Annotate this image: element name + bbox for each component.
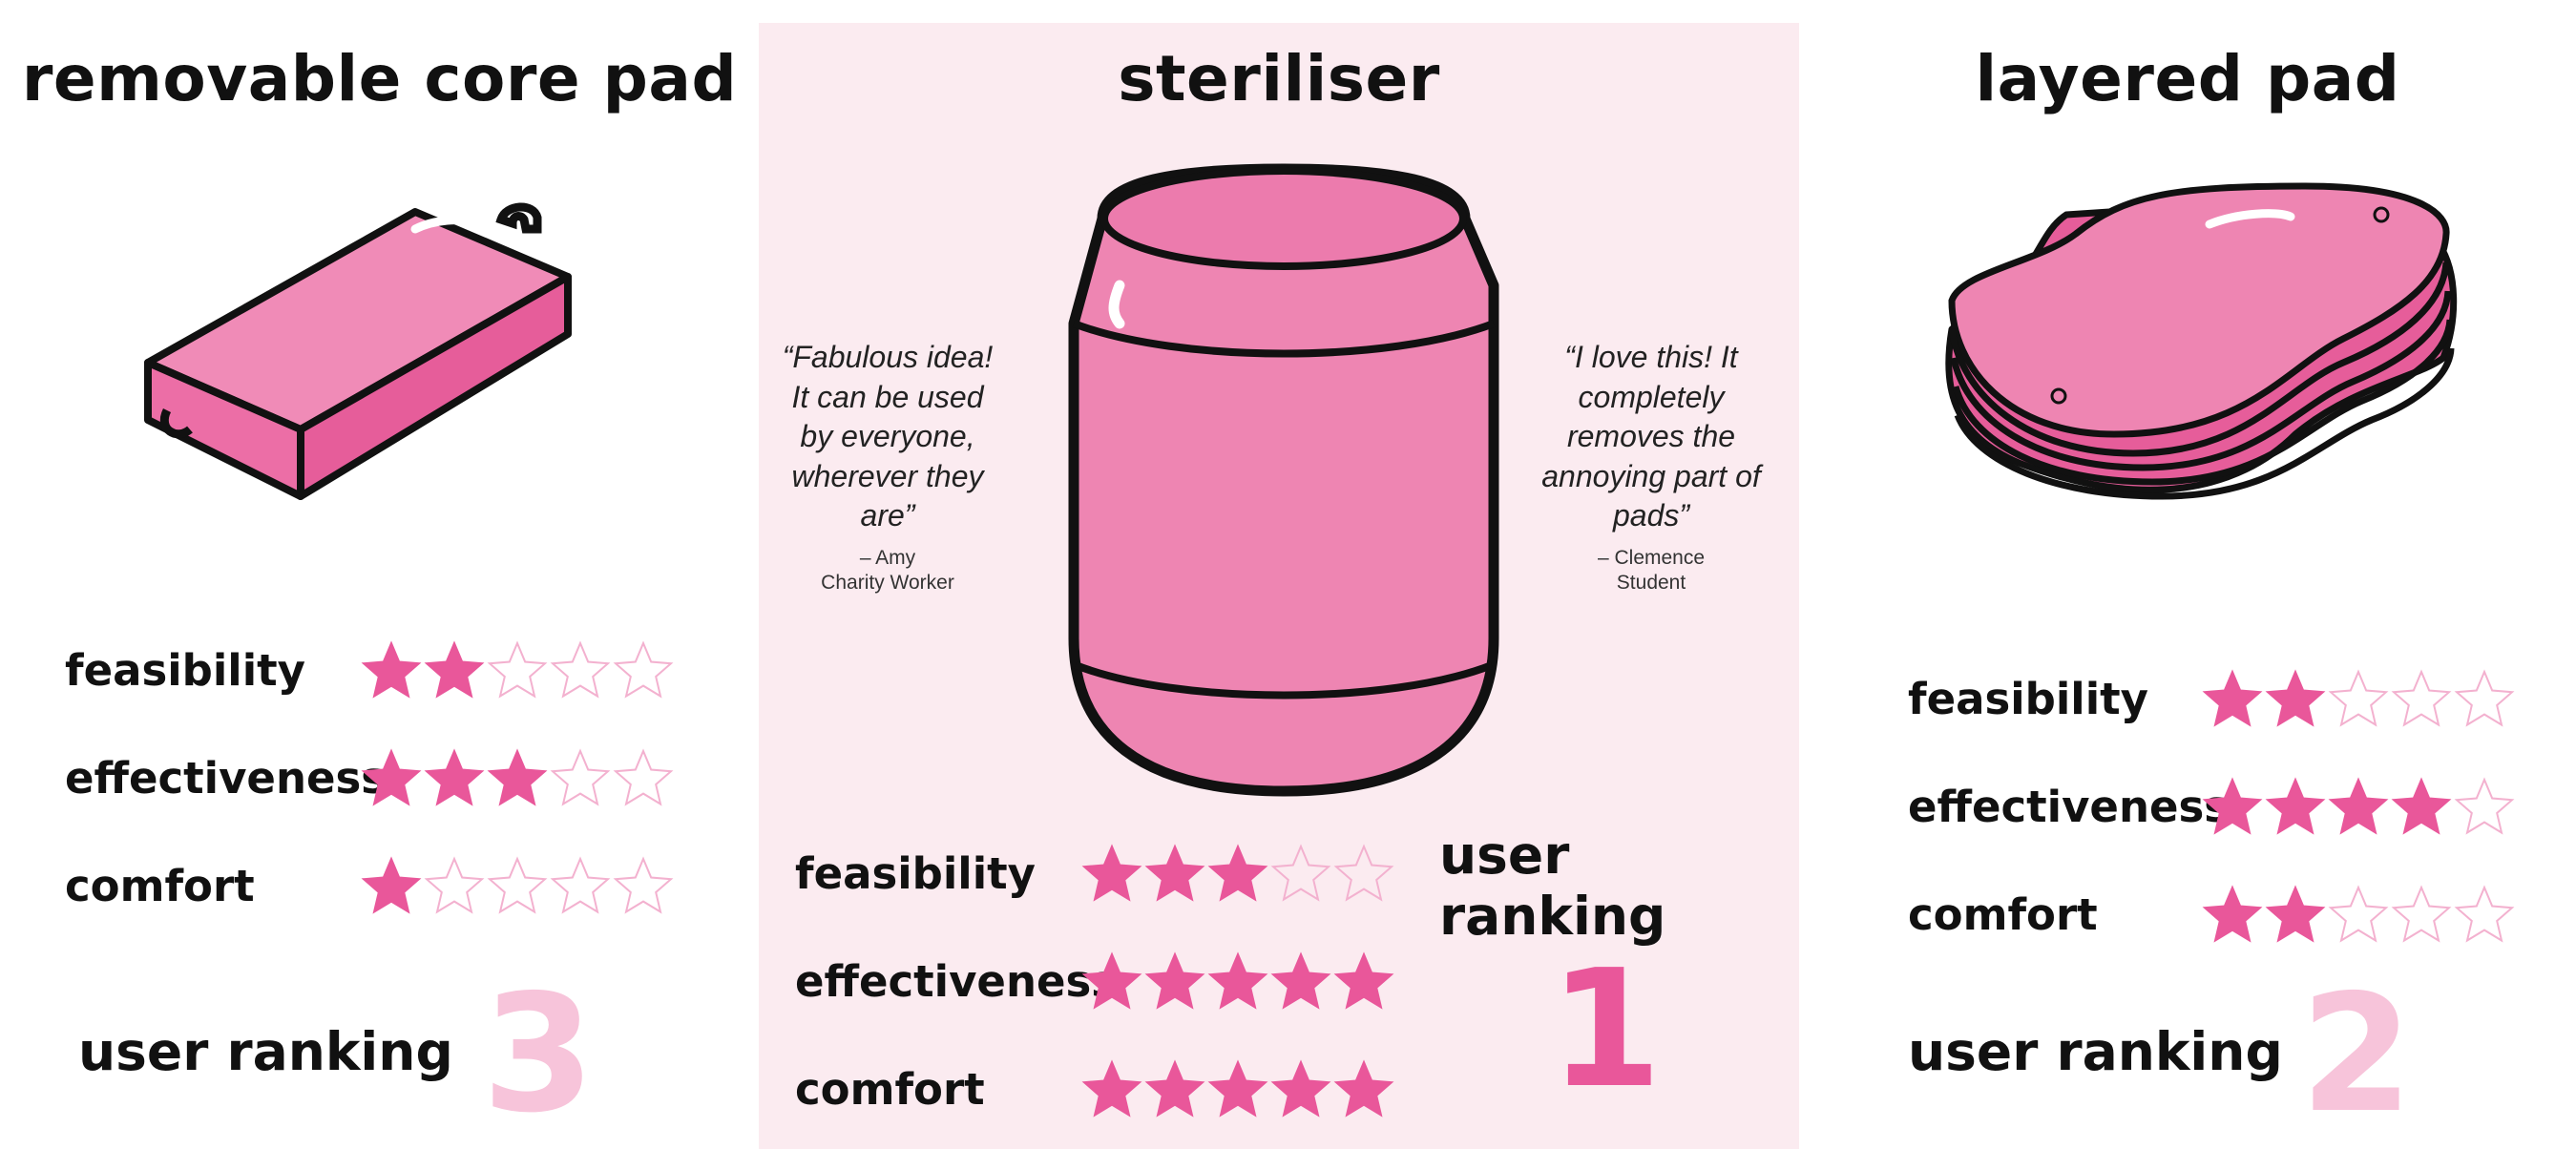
user-ranking-value: 2 (2300, 960, 2414, 1149)
star-empty-icon (2328, 669, 2389, 727)
star-empty-icon (2328, 885, 2389, 943)
quote-author: – Amy Charity Worker (778, 546, 997, 596)
quote-author-role: Charity Worker (821, 572, 954, 595)
rating-label: effectiveness (1908, 781, 2230, 832)
star-rating (361, 747, 674, 808)
star-filled-icon (1081, 844, 1142, 902)
star-empty-icon (487, 856, 548, 914)
quote-text: “I love this! It completely removes the … (1541, 340, 1761, 533)
rating-row-effectiveness: effectiveness (65, 747, 674, 808)
rating-row-effectiveness: effectiveness (795, 951, 1394, 1012)
star-empty-icon (613, 640, 674, 699)
rating-label: comfort (1908, 888, 2098, 940)
star-empty-icon (613, 748, 674, 806)
rating-row-feasibility: feasibility (1908, 668, 2515, 729)
star-filled-icon (2328, 777, 2389, 835)
star-empty-icon (550, 748, 611, 806)
star-rating (1081, 951, 1394, 1012)
star-empty-icon (1333, 844, 1394, 902)
star-rating (2202, 884, 2515, 945)
steriliser-icon (1068, 163, 1499, 797)
star-filled-icon (1333, 951, 1394, 1010)
star-filled-icon (1144, 951, 1205, 1010)
star-empty-icon (613, 856, 674, 914)
star-empty-icon (550, 640, 611, 699)
star-filled-icon (487, 748, 548, 806)
rating-label: effectiveness (795, 955, 1118, 1007)
rating-label: feasibility (65, 644, 306, 696)
rating-row-comfort: comfort (1908, 884, 2515, 945)
removable-core-pad-icon (144, 202, 572, 500)
star-filled-icon (2265, 669, 2326, 727)
rating-row-feasibility: feasibility (795, 843, 1394, 904)
user-ranking-value: 3 (482, 960, 596, 1149)
quote-author-name: – Clemence (1597, 547, 1706, 569)
star-filled-icon (1144, 1059, 1205, 1118)
user-ranking-label: user ranking (1439, 825, 1666, 947)
layered-pad-icon (1945, 182, 2458, 500)
user-ranking-value: 1 (1549, 935, 1663, 1124)
product-removable-core-pad: removable core pad feasibility effective… (0, 0, 759, 1149)
star-rating (1081, 1058, 1394, 1119)
product-steriliser: steriliser “Fabulous idea! It can be use… (759, 23, 1799, 1149)
product-title: steriliser (1118, 42, 1440, 115)
star-empty-icon (424, 856, 485, 914)
star-filled-icon (2202, 777, 2263, 835)
star-filled-icon (2202, 885, 2263, 943)
star-filled-icon (1081, 1059, 1142, 1118)
star-filled-icon (2202, 669, 2263, 727)
product-title: layered pad (1975, 42, 2400, 115)
star-filled-icon (361, 748, 422, 806)
star-filled-icon (1207, 844, 1268, 902)
rating-label: comfort (65, 860, 255, 911)
star-filled-icon (424, 748, 485, 806)
rating-row-comfort: comfort (795, 1058, 1394, 1119)
star-empty-icon (2454, 777, 2515, 835)
rating-label: effectiveness (65, 752, 387, 804)
star-empty-icon (1270, 844, 1331, 902)
star-empty-icon (550, 856, 611, 914)
quote-author-role: Student (1616, 572, 1686, 595)
star-filled-icon (2265, 777, 2326, 835)
star-rating (361, 639, 674, 700)
product-layered-pad: layered pad feasibility effectiveness co… (1799, 0, 2576, 1149)
rating-row-effectiveness: effectiveness (1908, 776, 2515, 837)
star-filled-icon (1207, 951, 1268, 1010)
star-filled-icon (1207, 1059, 1268, 1118)
product-title: removable core pad (21, 42, 738, 115)
star-filled-icon (1270, 951, 1331, 1010)
star-rating (2202, 668, 2515, 729)
star-filled-icon (361, 856, 422, 914)
star-filled-icon (1144, 844, 1205, 902)
rating-label: comfort (795, 1063, 985, 1115)
star-filled-icon (2391, 777, 2452, 835)
star-rating (2202, 776, 2515, 837)
star-filled-icon (1333, 1059, 1394, 1118)
user-ranking-label: user ranking (78, 1021, 453, 1082)
star-empty-icon (2454, 669, 2515, 727)
star-empty-icon (2391, 669, 2452, 727)
star-filled-icon (1270, 1059, 1331, 1118)
star-empty-icon (2454, 885, 2515, 943)
quote-author-name: – Amy (859, 547, 916, 569)
user-ranking-label: user ranking (1908, 1021, 2283, 1082)
quote-author: – Clemence Student (1541, 546, 1761, 596)
star-rating (361, 855, 674, 916)
star-rating (1081, 843, 1394, 904)
star-empty-icon (487, 640, 548, 699)
rating-label: feasibility (795, 847, 1037, 899)
star-filled-icon (361, 640, 422, 699)
star-empty-icon (2391, 885, 2452, 943)
quote-text: “Fabulous idea! It can be used by everyo… (782, 340, 994, 533)
star-filled-icon (2265, 885, 2326, 943)
star-filled-icon (1081, 951, 1142, 1010)
rating-row-comfort: comfort (65, 855, 674, 916)
rating-label: feasibility (1908, 673, 2149, 724)
star-filled-icon (424, 640, 485, 699)
rating-row-feasibility: feasibility (65, 639, 674, 700)
